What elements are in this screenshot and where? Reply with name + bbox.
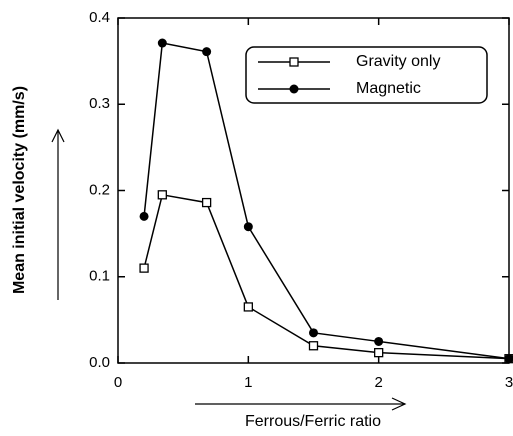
marker: [309, 328, 318, 338]
marker: [139, 263, 149, 273]
y-arrow: [51, 128, 65, 300]
marker: [157, 38, 167, 48]
y-tick-label: 0.4: [89, 9, 110, 26]
marker: [157, 190, 167, 200]
marker: [308, 341, 319, 351]
x-tick-label: 0: [114, 374, 122, 391]
marker: [243, 222, 253, 232]
y-axis-label: Mean initial velocity (mm/s): [11, 86, 28, 294]
x-arrow: [195, 397, 407, 411]
marker: [504, 354, 513, 364]
marker: [202, 47, 212, 57]
x-tick-label: 2: [374, 374, 382, 391]
marker: [243, 302, 253, 312]
legend-marker: [289, 57, 299, 67]
y-tick-label: 0.1: [89, 268, 110, 285]
marker: [374, 336, 384, 346]
marker: [201, 197, 212, 208]
x-tick-label: 1: [244, 374, 252, 391]
legend-label: Magnetic: [356, 80, 421, 97]
y-tick-label: 0.0: [89, 354, 110, 371]
legend-label: Gravity only: [356, 53, 440, 70]
x-tick-label: 3: [505, 374, 513, 391]
marker: [374, 347, 384, 358]
legend-marker: [289, 84, 299, 94]
y-tick-label: 0.3: [89, 95, 110, 112]
y-tick-label: 0.2: [89, 181, 110, 198]
x-axis-label: Ferrous/Ferric ratio: [245, 413, 381, 430]
marker: [139, 211, 149, 221]
